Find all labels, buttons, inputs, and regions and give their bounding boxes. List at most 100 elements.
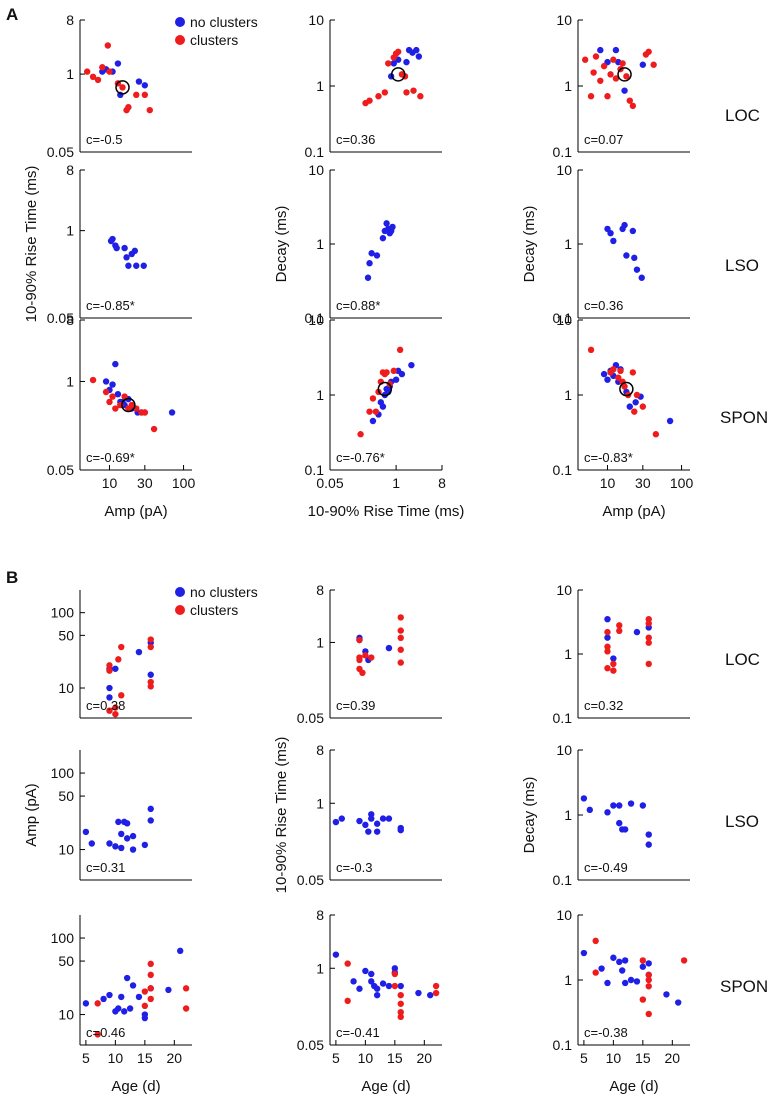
data-point <box>94 1031 101 1038</box>
data-point <box>118 692 125 699</box>
x-tick-label: 10 <box>600 475 616 491</box>
y-tick-label: 0.05 <box>47 462 74 478</box>
data-point <box>165 986 172 994</box>
data-point <box>118 993 125 1001</box>
data-point <box>397 646 404 653</box>
x-axis-title: 10-90% Rise Time (ms) <box>308 503 465 520</box>
data-point <box>379 815 387 822</box>
data-point <box>115 656 122 663</box>
y-tick-label: 10 <box>556 12 572 28</box>
y-tick-label: 10 <box>556 582 572 598</box>
data-point <box>106 684 113 692</box>
data-point <box>604 615 611 623</box>
data-point <box>141 841 149 849</box>
chart-b-lso-age-decay: 10 1 0.1 Decay (ms) c=-0.49 <box>521 742 690 888</box>
data-point <box>356 817 363 825</box>
data-point <box>366 408 373 415</box>
data-point <box>168 409 176 416</box>
x-tick-label: 10 <box>108 1050 124 1066</box>
correlation-label: c=0.88* <box>336 298 380 313</box>
region-label-lso-a: LSO <box>725 256 759 275</box>
data-point <box>633 391 641 399</box>
data-point <box>631 254 638 262</box>
y-tick-label: 8 <box>66 12 74 28</box>
data-point <box>580 795 588 802</box>
data-point <box>147 643 154 651</box>
data-point <box>600 370 608 378</box>
x-tick-label: 10 <box>606 1050 622 1066</box>
data-point <box>118 643 125 651</box>
data-point <box>362 652 369 659</box>
data-point <box>115 1005 122 1012</box>
panel-letter-a: A <box>6 5 18 24</box>
series-clusters <box>592 937 688 1018</box>
correlation-label: c=-0.76* <box>336 450 385 465</box>
data-point <box>125 262 132 269</box>
legend: no clusters clusters <box>175 14 258 48</box>
data-point <box>106 707 113 714</box>
x-tick-label: 8 <box>438 475 446 491</box>
data-point <box>396 346 404 354</box>
x-axis-title: Amp (pA) <box>104 503 167 520</box>
chart-a-spon-amp-rise: 8 1 0.05 10 30 100 Amp (pA) c=-0.69* <box>47 312 196 520</box>
data-point <box>600 62 608 70</box>
data-point <box>607 71 614 78</box>
data-point <box>397 634 404 642</box>
y-tick-label: 1 <box>316 795 324 811</box>
data-point <box>344 997 351 1005</box>
data-point <box>629 102 637 110</box>
data-point <box>610 954 617 961</box>
x-axis-title: Age (d) <box>111 1078 160 1095</box>
data-point <box>610 655 617 662</box>
x-tick-label: 0.05 <box>316 475 343 491</box>
data-point <box>623 73 630 80</box>
y-tick-label: 1 <box>66 66 74 82</box>
data-point <box>597 77 604 84</box>
data-point <box>114 60 122 67</box>
data-point <box>125 103 132 111</box>
data-point <box>112 405 119 412</box>
series-clusters <box>344 960 440 1021</box>
y-tick-label: 8 <box>316 907 324 923</box>
series-clusters <box>604 615 652 674</box>
y-tick-label: 1 <box>316 634 324 650</box>
data-point <box>366 97 373 104</box>
data-point <box>100 995 107 1003</box>
data-point <box>597 46 604 54</box>
data-point <box>410 87 417 94</box>
x-tick-label: 5 <box>580 1050 588 1066</box>
data-point <box>663 991 670 998</box>
data-point <box>621 979 629 987</box>
y-tick-label: 100 <box>51 930 75 946</box>
data-point <box>604 628 611 636</box>
chart-b-spon-age-decay: 10 1 0.1 5 10 15 20 Age (d) c=-0.38 <box>553 907 690 1095</box>
series-no-clusters <box>364 220 396 281</box>
data-point <box>106 840 113 847</box>
y-tick-label: 50 <box>58 953 74 969</box>
data-point <box>113 244 120 252</box>
legend-marker-no-clusters <box>175 17 185 27</box>
y-tick-label: 8 <box>316 582 324 598</box>
data-point <box>645 976 652 984</box>
data-point <box>106 398 113 406</box>
data-point <box>338 815 345 822</box>
data-point <box>375 93 382 100</box>
data-point <box>586 806 593 814</box>
data-point <box>177 947 184 955</box>
y-tick-label: 0.1 <box>553 1037 573 1053</box>
data-point <box>147 985 154 992</box>
data-point <box>356 636 363 644</box>
y-tick-label: 1 <box>66 373 74 389</box>
data-point <box>645 634 652 641</box>
data-point <box>344 960 351 967</box>
x-tick-label: 20 <box>417 1050 433 1066</box>
data-point <box>645 1010 652 1018</box>
data-point <box>610 802 617 809</box>
y-tick-label: 0.1 <box>553 462 573 478</box>
y-tick-label: 10 <box>58 842 74 858</box>
data-point <box>621 87 628 94</box>
correlation-label: c=0.36 <box>336 132 375 147</box>
data-point <box>182 985 190 992</box>
data-point <box>135 78 143 85</box>
data-point <box>147 995 154 1003</box>
